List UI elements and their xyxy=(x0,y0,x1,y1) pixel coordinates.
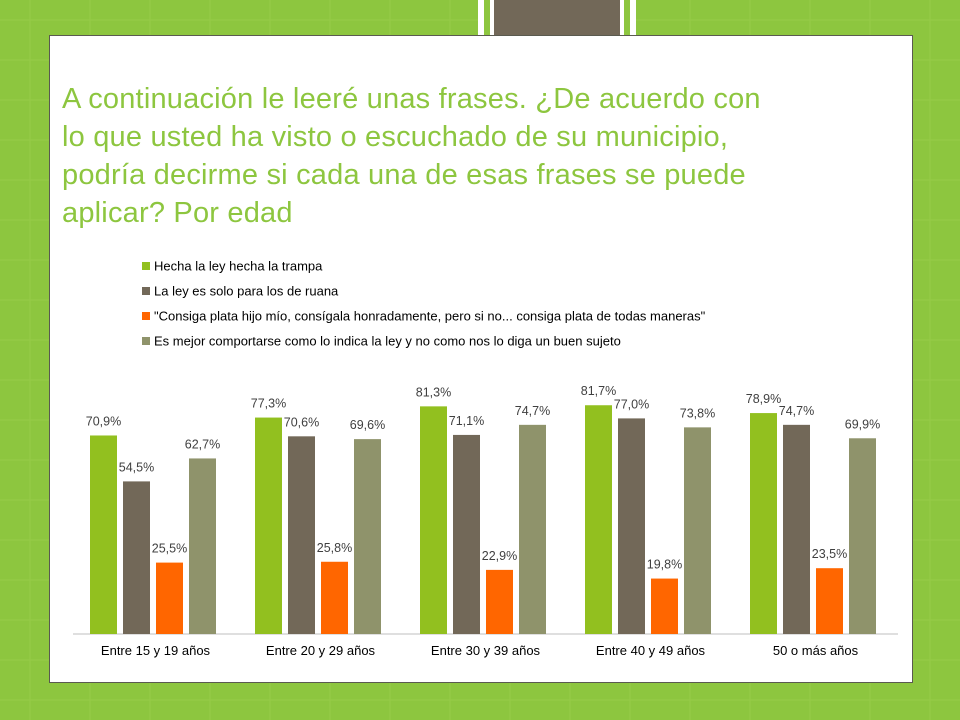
bar xyxy=(90,435,117,634)
data-label: 74,7% xyxy=(515,404,550,418)
data-label: 25,5% xyxy=(152,542,187,556)
bar xyxy=(750,413,777,634)
category-group: 81,7%77,0% 19,8% 73,8% Entre 40 y 49 años xyxy=(581,384,715,658)
legend-swatch xyxy=(142,337,150,345)
bar xyxy=(156,562,183,634)
data-label: 71,1% xyxy=(449,414,484,428)
data-label: 25,8% xyxy=(317,541,352,555)
bar xyxy=(618,418,645,634)
bar xyxy=(486,569,513,634)
category-group: 78,9%74,7% 23,5% 69,9% 50 o más años xyxy=(746,392,880,658)
legend-label: La ley es solo para los de ruana xyxy=(154,284,339,299)
bar xyxy=(519,424,546,634)
legend-label: Es mejor comportarse como lo indica la l… xyxy=(154,334,621,349)
data-label: 77,0% xyxy=(614,397,649,411)
bar xyxy=(585,405,612,634)
x-tick-label: Entre 40 y 49 años xyxy=(596,643,706,658)
bar xyxy=(321,561,348,634)
x-tick-label: Entre 15 y 19 años xyxy=(101,643,211,658)
bar xyxy=(420,406,447,634)
x-tick-label: 50 o más años xyxy=(773,643,859,658)
chart-legend: Hecha la ley hecha la trampa La ley es so… xyxy=(142,259,706,349)
legend-swatch xyxy=(142,262,150,270)
bar xyxy=(453,434,480,634)
x-tick-label: Entre 30 y 39 años xyxy=(431,643,541,658)
data-label: 22,9% xyxy=(482,549,517,563)
data-label: 69,9% xyxy=(845,417,880,431)
data-label: 69,6% xyxy=(350,418,385,432)
bar xyxy=(255,417,282,634)
category-group: 81,3% 71,1% 22,9% 74,7% Entre 30 y 39 años xyxy=(416,385,550,658)
category-group: 70,9% 54,5% 25,5% 62,7% Entre 15 y 19 años xyxy=(86,414,220,658)
title-line-3: podría decirme si cada una de esas frase… xyxy=(62,159,746,191)
data-label: 81,3% xyxy=(416,385,451,399)
data-label: 81,7% xyxy=(581,384,616,398)
data-label: 73,8% xyxy=(680,406,715,420)
bar xyxy=(189,458,216,634)
data-label: 74,7% xyxy=(779,404,814,418)
data-label: 19,8% xyxy=(647,558,682,572)
title-line-2: lo que usted ha visto o escuchado de su … xyxy=(62,121,729,153)
data-label: 70,6% xyxy=(284,415,319,429)
category-group: 77,3% 70,6% 25,8% 69,6% Entre 20 y 29 años xyxy=(251,397,385,658)
bar xyxy=(849,438,876,634)
data-label: 62,7% xyxy=(185,437,220,451)
data-label: 78,9% xyxy=(746,392,781,406)
x-tick-label: Entre 20 y 29 años xyxy=(266,643,376,658)
title-line-4: aplicar? Por edad xyxy=(62,197,293,229)
bar xyxy=(651,578,678,634)
legend-label: "Consiga plata hijo mío, consígala honra… xyxy=(154,309,706,324)
slide-title: A continuación le leeré unas frases. ¿De… xyxy=(62,80,932,232)
bar xyxy=(684,427,711,634)
bar xyxy=(354,439,381,634)
data-label: 23,5% xyxy=(812,547,847,561)
bar xyxy=(288,436,315,634)
legend-label: Hecha la ley hecha la trampa xyxy=(154,259,323,274)
legend-swatch xyxy=(142,312,150,320)
bar xyxy=(816,568,843,634)
bar xyxy=(123,481,150,634)
legend-swatch xyxy=(142,287,150,295)
title-line-1: A continuación le leeré unas frases. ¿De… xyxy=(62,83,761,115)
data-label: 54,5% xyxy=(119,460,154,474)
data-label: 70,9% xyxy=(86,414,121,428)
bar xyxy=(783,424,810,634)
bar-chart: Hecha la ley hecha la trampa La ley es so… xyxy=(73,259,898,658)
data-label: 77,3% xyxy=(251,397,286,411)
